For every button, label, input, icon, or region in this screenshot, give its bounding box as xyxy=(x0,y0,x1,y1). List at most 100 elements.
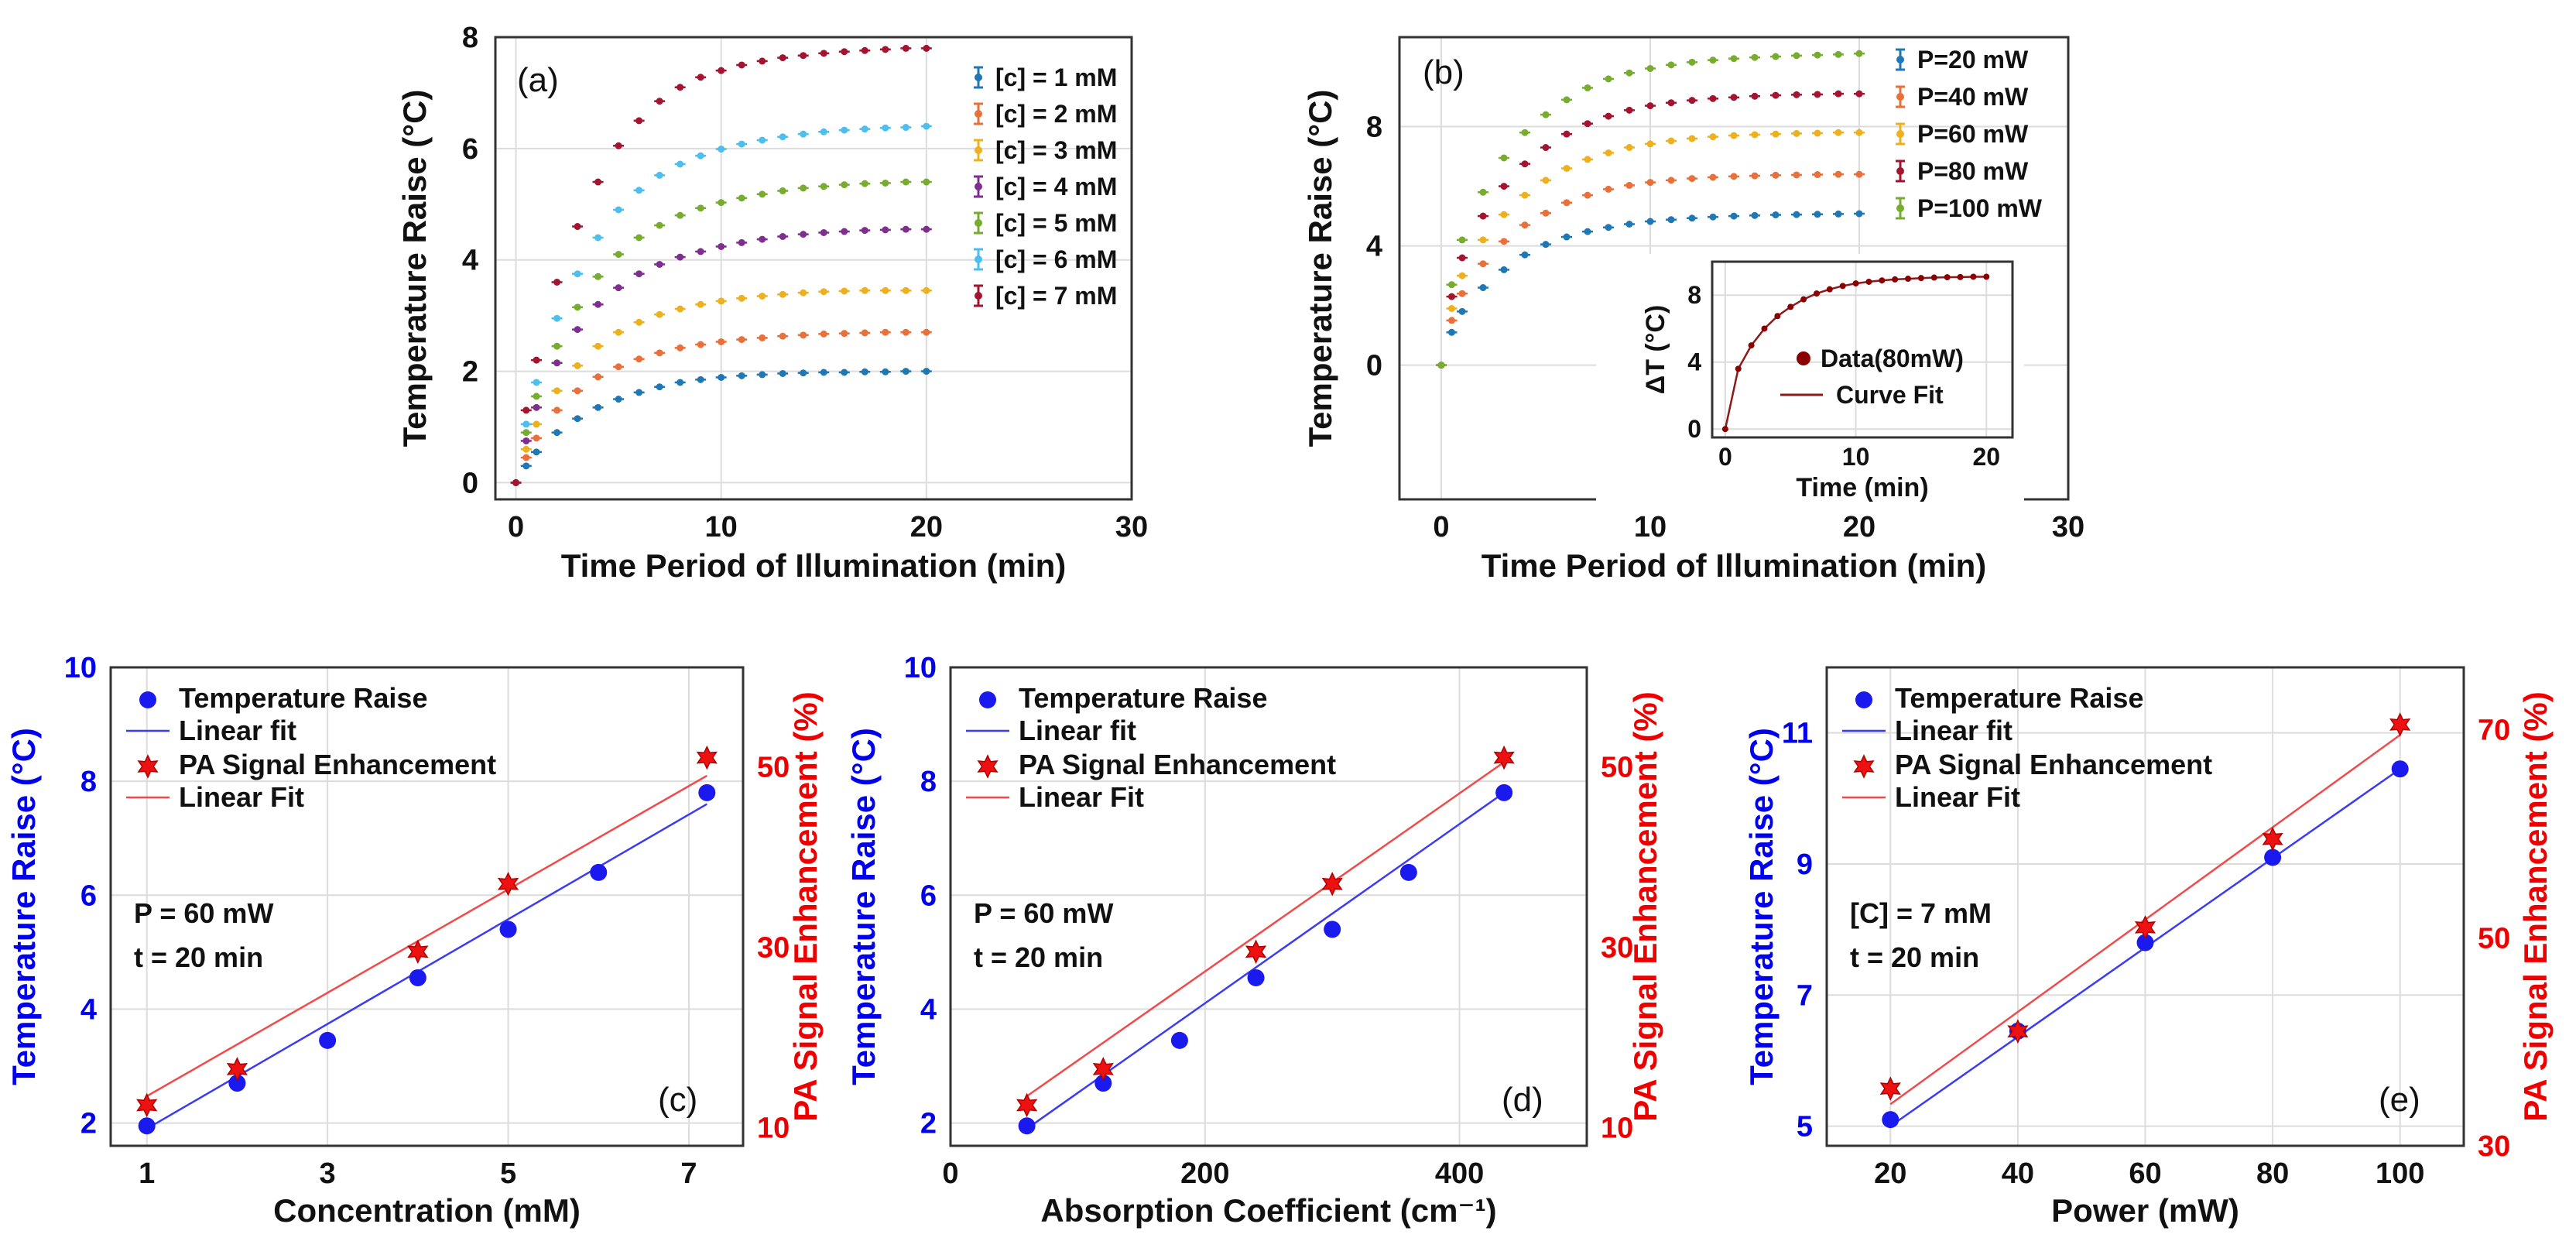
data-point xyxy=(553,342,561,350)
data-point xyxy=(1458,254,1466,262)
data-point xyxy=(1521,160,1529,168)
data-point xyxy=(841,330,848,338)
annotation-line: t = 20 min xyxy=(1850,941,1979,973)
data-point xyxy=(1688,214,1696,222)
legend-label: [c] = 1 mM xyxy=(995,63,1117,91)
inset-frame xyxy=(1711,260,2014,439)
right-y-tick-label: 10 xyxy=(1601,1113,1633,1145)
legend-label: [c] = 7 mM xyxy=(995,282,1117,310)
data-point xyxy=(1793,171,1800,179)
data-point xyxy=(1855,170,1863,178)
data-point xyxy=(1605,224,1612,231)
data-point xyxy=(697,152,704,159)
data-point xyxy=(656,260,663,268)
x-tick-label: 7 xyxy=(680,1157,697,1190)
data-point xyxy=(677,379,684,386)
left-y-tick-label: 10 xyxy=(64,652,97,684)
data-point xyxy=(1448,317,1455,324)
data-point xyxy=(1834,50,1842,58)
x-axis-label: Power (mW) xyxy=(2051,1192,2239,1229)
data-point xyxy=(759,136,766,144)
data-point xyxy=(656,383,663,391)
data-point xyxy=(697,248,704,255)
right-y-tick-label: 70 xyxy=(2478,715,2510,747)
legend-label: Linear Fit xyxy=(1019,781,1144,813)
x-tick-label: 10 xyxy=(1842,443,1870,471)
data-point xyxy=(1814,129,1821,137)
data-point xyxy=(1721,426,1728,433)
x-axis-label: Concentration (mM) xyxy=(273,1192,581,1229)
data-point xyxy=(902,368,909,375)
data-point xyxy=(738,336,745,344)
plot-frame xyxy=(949,666,1588,1147)
temperature-point xyxy=(698,783,716,801)
data-point xyxy=(759,190,766,198)
data-point xyxy=(574,223,581,231)
legend-label: P=40 mW xyxy=(1917,83,2029,111)
data-point xyxy=(820,183,827,190)
legend-label: PA Signal Enhancement xyxy=(1019,749,1336,780)
data-point xyxy=(902,286,909,294)
y-tick-label: 8 xyxy=(1687,281,1701,309)
data-point xyxy=(1458,290,1466,297)
x-tick-label: 20 xyxy=(1874,1157,1906,1190)
data-point xyxy=(1730,173,1738,180)
data-point xyxy=(533,434,540,442)
data-point xyxy=(1855,90,1863,98)
data-point xyxy=(1605,112,1612,120)
data-point xyxy=(1646,64,1654,72)
temperature-point xyxy=(590,863,608,881)
left-y-tick-label: 8 xyxy=(80,766,97,798)
data-point xyxy=(1563,164,1571,172)
legend-marker xyxy=(1896,167,1904,175)
data-point xyxy=(1500,238,1508,245)
data-point xyxy=(861,125,868,133)
data-point xyxy=(615,142,622,149)
right-y-tick-label: 30 xyxy=(757,931,790,964)
data-point xyxy=(800,289,807,297)
data-point xyxy=(1500,154,1508,162)
data-point xyxy=(594,300,602,308)
x-tick-label: 40 xyxy=(2002,1157,2034,1190)
data-point xyxy=(656,221,663,229)
series xyxy=(510,286,932,486)
data-point xyxy=(553,387,561,395)
data-point xyxy=(1800,296,1807,303)
data-point xyxy=(779,133,786,141)
data-point xyxy=(533,403,540,411)
data-point xyxy=(841,369,848,376)
x-tick-label: 20 xyxy=(1843,511,1875,543)
x-tick-label: 80 xyxy=(2256,1157,2289,1190)
panel-label: (b) xyxy=(1423,53,1464,91)
temperature-point xyxy=(1324,921,1341,938)
data-point xyxy=(574,303,581,311)
temperature-point xyxy=(2264,849,2282,866)
data-point xyxy=(1500,183,1508,190)
legend-label: Linear fit xyxy=(179,715,296,746)
data-point xyxy=(738,238,745,246)
x-tick-label: 30 xyxy=(2052,511,2084,543)
temperature-point xyxy=(2136,934,2154,951)
data-point xyxy=(800,52,807,60)
data-point xyxy=(594,373,602,381)
series xyxy=(510,44,932,486)
data-point xyxy=(1814,91,1821,98)
data-point xyxy=(697,300,704,308)
data-point xyxy=(1542,144,1550,152)
data-point xyxy=(1542,111,1550,118)
data-point xyxy=(1584,120,1591,128)
data-point xyxy=(1563,96,1571,104)
x-tick-label: 5 xyxy=(500,1157,516,1190)
data-point xyxy=(759,292,766,300)
data-point xyxy=(1448,281,1455,289)
data-point xyxy=(923,368,930,375)
data-point xyxy=(1448,328,1455,336)
data-point xyxy=(738,294,745,302)
data-point xyxy=(677,305,684,313)
data-point xyxy=(1479,260,1487,268)
right-y-axis-label: PA Signal Enhancement (%) xyxy=(1627,691,1663,1121)
data-point xyxy=(1448,293,1455,300)
data-point xyxy=(656,98,663,105)
data-point xyxy=(522,420,530,428)
legend-marker xyxy=(975,255,982,263)
